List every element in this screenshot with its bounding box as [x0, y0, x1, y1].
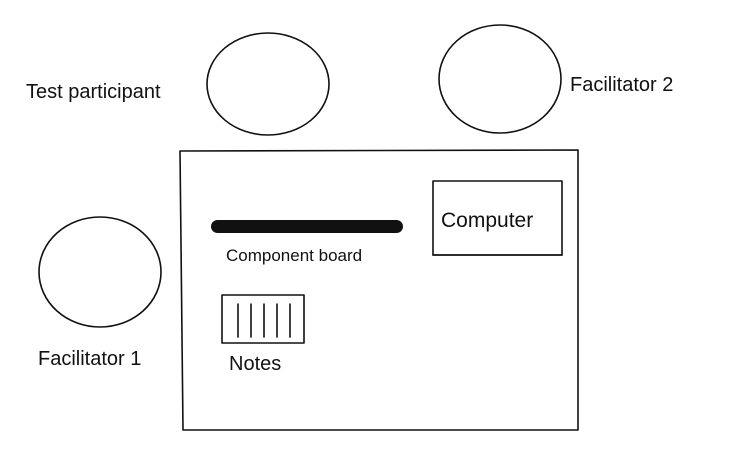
test-participant-label: Test participant: [26, 81, 161, 103]
table: [179, 149, 579, 431]
facilitator-1-seat: [38, 216, 162, 328]
facilitator-2-label: Facilitator 2: [570, 74, 673, 96]
notes-pad: [221, 294, 305, 344]
computer-box: [432, 180, 563, 256]
facilitator-1-label: Facilitator 1: [38, 348, 141, 370]
notes-label: Notes: [229, 353, 281, 375]
facilitator-2-seat: [438, 24, 562, 134]
component-board: [211, 220, 403, 233]
computer-label: Computer: [441, 209, 533, 232]
test-participant-seat: [206, 32, 330, 136]
component-board-label: Component board: [226, 246, 362, 265]
